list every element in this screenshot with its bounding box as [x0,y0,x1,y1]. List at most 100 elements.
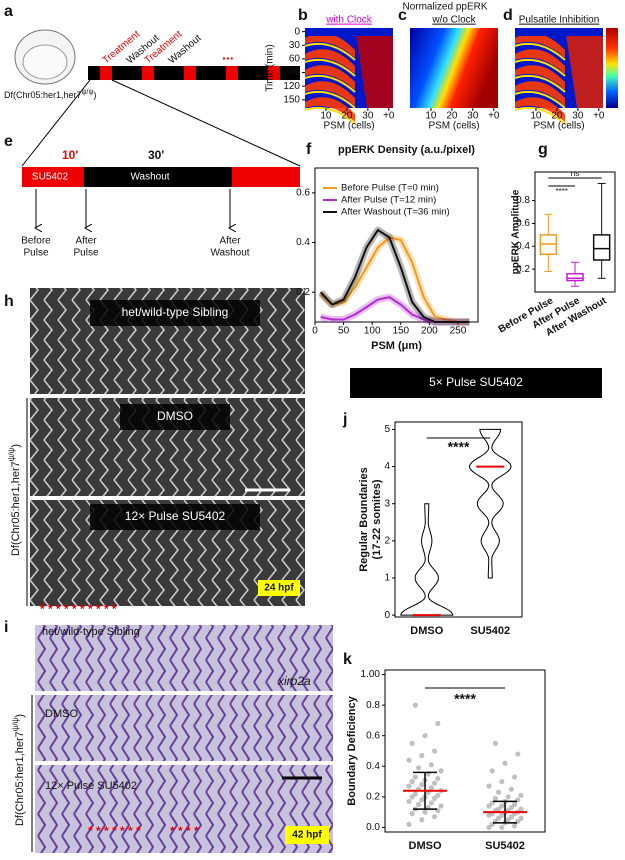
data-point [406,757,412,763]
violin [468,428,512,579]
line-band [318,226,470,326]
y-tick-label: 0.0 [366,822,380,833]
x-tick-label: 0 [312,326,318,337]
y-tick-label: 60 [289,54,301,65]
heatmap-y-label: Time (min) [265,44,276,91]
data-point [511,774,518,780]
heatmap-wave-edge [304,74,356,93]
treatment-segment [142,66,154,80]
heatmap-background [410,28,498,108]
box [566,272,584,282]
genotype-close: ) [93,90,96,100]
panel-letter: h [4,293,14,310]
y-axis-label: (17-22 somites) [371,479,383,559]
line [319,229,470,323]
heatmap-wave [305,81,355,106]
x-tick-label: 10 [320,111,332,122]
data-point [432,814,438,820]
data-point [508,786,514,792]
heatmap-wave-edge [304,42,356,61]
timepoint-label: Pulse [23,248,48,259]
label-box [90,504,260,530]
timepoint-label: After [75,236,97,247]
y-axis-label: Regular Boundaries [358,467,370,572]
y-tick-label: 0.4 [516,241,530,252]
stage-label: 42 hpf [292,830,322,841]
sig-label: ns [571,169,579,178]
heatmap-wave [305,97,355,122]
image-label: DMSO [157,409,193,423]
data-point [492,740,498,746]
x-tick-label: 30 [572,111,584,122]
image-label: 12× Pulse SU5402 [45,780,137,792]
data-point [511,801,518,808]
panel-letter: d [503,7,513,24]
plot-frame [394,421,523,618]
stage-label: 24 hpf [264,583,294,594]
data-point [422,733,428,739]
data-point [412,702,418,708]
asterisks: * * * * [170,824,199,838]
data-point [499,824,505,831]
y-tick-label: 2 [384,535,390,546]
x-axis-label: PSM (cells) [428,121,479,132]
sig-label: **** [454,691,476,707]
x-tick-label: +0 [593,111,605,122]
y-tick-label: 150 [283,94,300,105]
y-tick-label: 0 [294,26,300,37]
data-point [435,775,441,782]
data-point [428,785,434,791]
duration-label: 30' [148,148,164,162]
genotype-main: Df(Chr05:her1,her7 [10,461,22,556]
x-axis-label: PSM (cells) [323,121,374,132]
asterisks: * * * * * * * [88,824,141,838]
y-tick-label: 0.2 [366,791,380,802]
banner-text: 5× Pulse SU5402 [429,375,523,389]
data-point [419,817,425,823]
timepoint-label: Before [21,236,51,247]
heatmap-front [565,28,603,108]
y-tick-label: 0.8 [516,195,530,206]
x-axis-label: PSM (cells) [533,121,584,132]
data-point [435,720,441,727]
genotype-main: Df(Chr05:her1,her7 [4,90,82,100]
heatmap-wave [515,81,565,106]
data-point [412,791,418,797]
genotype-label: Df(Chr05:her1,her7ψ/ψ) [4,89,96,101]
y-tick-label: 1.00 [361,669,381,680]
ellipsis: ... [222,47,234,63]
image-label: het/wild-type Sibling [42,626,140,638]
image-label: 12× Pulse SU5402 [125,509,226,523]
x-tick-label: 150 [392,326,409,337]
panel-letter: k [343,651,352,668]
data-point [489,768,495,774]
colorbar [606,28,618,108]
y-tick-label: 3 [384,498,390,509]
y-tick-label: 0.4 [296,237,310,248]
data-point [518,806,524,812]
data-point [432,748,438,754]
panel-letter: b [298,7,308,24]
violin [400,503,454,616]
data-point [499,778,505,785]
genotype-label: Df(Chr05:her1,her7ψ/ψ) [11,714,26,826]
heatmaps: with Clock 10 20 30 +0 PSM (cells) w/o Clock 10… [283,15,605,132]
x-axis-label: PSM (μm) [371,340,422,352]
data-point [419,752,425,759]
x-tick-label: 20 [446,111,458,122]
panel-letter: i [4,619,8,636]
genotype-sup: ψ/ψ [82,89,94,96]
stage-box [285,826,329,844]
legend-label: After Pulse (T=12 min) [341,195,436,206]
protocol-bar [22,167,300,187]
data-point [499,803,505,809]
data-point [409,778,415,785]
panel-letter: a [4,3,13,20]
pulse-segment [22,167,84,187]
plot-frame [314,167,479,323]
y-tick-label: 0.6 [366,730,380,741]
heatmap-wave-edge [514,106,566,125]
image-label: DMSO [45,708,78,720]
sig-label: **** [448,439,470,455]
data-point [518,815,524,821]
